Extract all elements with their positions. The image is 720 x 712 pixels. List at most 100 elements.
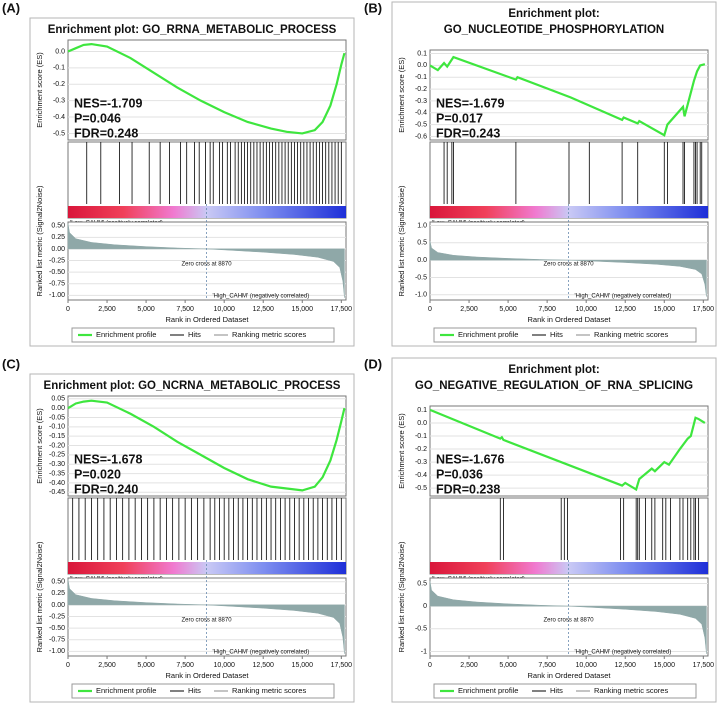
metric-y-tick-label: 0.5 — [417, 580, 427, 587]
x-tick-label: 15,000 — [292, 662, 314, 669]
chart-title: Enrichment plot: — [508, 8, 599, 20]
x-tick-label: 2,500 — [460, 306, 478, 313]
legend-label: Enrichment profile — [96, 330, 156, 339]
y-tick-label: -0.5 — [415, 485, 427, 492]
annotation: FDR=0.238 — [436, 482, 500, 496]
annotation: NES=-1.709 — [74, 96, 142, 110]
legend-box — [433, 683, 697, 699]
metric-y-tick-label: -0.5 — [415, 274, 427, 281]
legend-label: Enrichment profile — [96, 686, 156, 695]
es-plot-area — [67, 39, 347, 141]
x-axis-label: Rank in Ordered Dataset — [166, 671, 250, 680]
metric-y-tick-label: -1.0 — [415, 292, 427, 299]
metric-area — [429, 581, 707, 654]
annotation: P=0.017 — [436, 111, 483, 125]
es-plot-area — [429, 405, 709, 497]
metric-y-tick-label: 0.50 — [51, 223, 65, 230]
y-tick-label: -0.35 — [49, 470, 65, 477]
annotation: NES=-1.676 — [436, 452, 504, 466]
y-tick-label: -0.3 — [415, 98, 427, 105]
hits-area — [429, 497, 709, 575]
y-tick-label: -0.2 — [415, 86, 427, 93]
legend-label: Ranking metric scores — [594, 330, 668, 339]
y-axis-label: Enrichment score (ES) — [35, 52, 44, 128]
x-tick-label: 17,500 — [331, 306, 353, 313]
panel-label: (D) — [364, 356, 382, 371]
y-tick-label: -0.1 — [415, 433, 427, 440]
hits-area — [67, 497, 347, 575]
y-tick-label: -0.4 — [415, 472, 427, 479]
y-tick-label: 0.05 — [51, 396, 65, 403]
metric-y-axis-label: Ranked list metric (Signal2Noise) — [397, 541, 406, 652]
x-tick-label: 15,000 — [654, 662, 676, 669]
x-tick-label: 15,000 — [292, 306, 314, 313]
metric-y-tick-label: 0.25 — [51, 590, 65, 597]
metric-y-tick-label: 0.00 — [51, 602, 65, 609]
high-label: 'High_CAHM' (negatively correlated) — [575, 294, 672, 300]
annotation: NES=-1.678 — [74, 452, 142, 466]
x-tick-label: 7,500 — [538, 306, 556, 313]
legend-label: Hits — [188, 686, 201, 695]
metric-plot-area — [429, 577, 709, 657]
x-tick-label: 0 — [428, 662, 432, 669]
y-tick-label: 0.0 — [417, 62, 427, 69]
y-tick-label: -0.5 — [53, 130, 65, 137]
chart-title: GO_NUCLEOTIDE_PHOSPHORYLATION — [444, 24, 664, 36]
chart-title: Enrichment plot: GO_NCRNA_METABOLIC_PROC… — [44, 380, 341, 392]
metric-y-tick-label: 0 — [423, 603, 427, 610]
es-curve — [429, 408, 706, 492]
x-tick-label: 17,500 — [331, 662, 353, 669]
rank-colorbar — [430, 206, 708, 218]
y-tick-label: -0.1 — [53, 65, 65, 72]
legend-label: Enrichment profile — [458, 330, 518, 339]
high-label: 'High_CAHM' (negatively correlated) — [213, 294, 310, 300]
y-tick-label: -0.2 — [53, 81, 65, 88]
legend-box — [71, 683, 335, 699]
y-tick-label: -0.25 — [49, 452, 65, 459]
x-tick-label: 12,500 — [615, 306, 637, 313]
y-tick-label: 0.00 — [51, 405, 65, 412]
metric-y-tick-label: 1.0 — [417, 222, 427, 229]
es-curve — [67, 399, 346, 492]
y-tick-label: -0.40 — [49, 480, 65, 487]
zero-cross-label: Zero cross at 8870 — [182, 618, 233, 624]
x-tick-label: 12,500 — [615, 662, 637, 669]
x-tick-label: 17,500 — [693, 662, 715, 669]
annotation: P=0.020 — [74, 467, 121, 481]
panel: (D) Enrichment plot: GO_NEGATIVE_REGULATIO… — [364, 356, 717, 703]
y-axis-label: Enrichment score (ES) — [35, 408, 44, 484]
metric-y-axis-label: Ranked list metric (Signal2Noise) — [35, 541, 44, 652]
metric-y-tick-label: 0.0 — [417, 257, 427, 264]
panel-label: (A) — [2, 0, 20, 15]
legend-label: Hits — [550, 686, 563, 695]
y-tick-label: -0.10 — [49, 424, 65, 431]
x-axis-label: Rank in Ordered Dataset — [528, 671, 612, 680]
rank-colorbar — [68, 562, 346, 574]
y-tick-label: -0.15 — [49, 433, 65, 440]
x-tick-label: 5,000 — [137, 306, 155, 313]
y-tick-label: -0.5 — [415, 121, 427, 128]
zero-cross-label: Zero cross at 8870 — [544, 618, 595, 624]
metric-y-tick-label: -0.75 — [49, 637, 65, 644]
x-tick-label: 2,500 — [98, 662, 116, 669]
x-tick-label: 15,000 — [654, 306, 676, 313]
rank-colorbar — [68, 206, 346, 218]
x-tick-label: 5,000 — [499, 662, 517, 669]
x-tick-label: 2,500 — [460, 662, 478, 669]
legend-label: Ranking metric scores — [594, 686, 668, 695]
annotation: FDR=0.243 — [436, 126, 500, 140]
y-tick-label: 0.1 — [417, 50, 427, 57]
legend-label: Hits — [550, 330, 563, 339]
annotation: P=0.046 — [74, 111, 121, 125]
metric-y-tick-label: -1.00 — [49, 648, 65, 655]
y-tick-label: -0.05 — [49, 414, 65, 421]
panel: (C) Enrichment plot: GO_NCRNA_METABOLIC_P… — [2, 356, 355, 703]
x-tick-label: 5,000 — [499, 306, 517, 313]
metric-area — [429, 241, 707, 297]
y-tick-label: -0.6 — [415, 133, 427, 140]
panel-label: (C) — [2, 356, 20, 371]
metric-y-tick-label: -0.75 — [49, 281, 65, 288]
y-axis-label: Enrichment score (ES) — [397, 413, 406, 489]
x-tick-label: 10,000 — [213, 662, 235, 669]
hits-area — [67, 141, 347, 219]
